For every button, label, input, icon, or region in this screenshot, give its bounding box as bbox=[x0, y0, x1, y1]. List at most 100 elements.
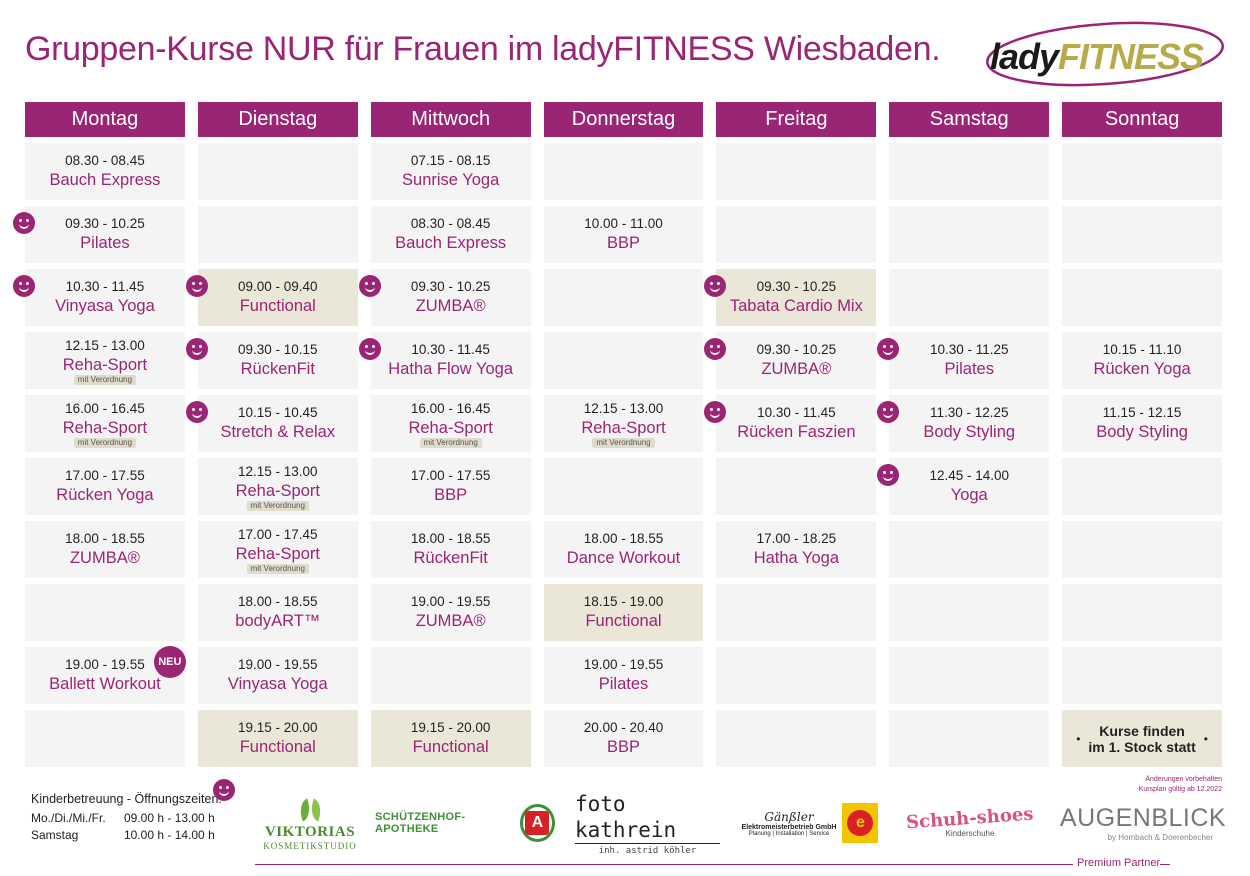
smiley-icon bbox=[704, 275, 727, 297]
course-time: 18.00 - 18.55 bbox=[65, 531, 145, 546]
course-slot: 19.00 - 19.55 Ballett Workout NEU bbox=[25, 646, 186, 704]
course-name: Rücken Yoga bbox=[56, 486, 154, 504]
course-time: 12.15 - 13.00 bbox=[583, 400, 664, 416]
partner-divider bbox=[255, 864, 1170, 865]
day-header: Samstag bbox=[889, 102, 1050, 137]
sponsor-apotheke: SCHÜTZENHOF-APOTHEKE A bbox=[375, 790, 555, 856]
course-time: 12.45 - 14.00 bbox=[929, 468, 1010, 483]
course-note: mit Verordnung bbox=[246, 500, 309, 511]
course-name: Reha-Sport bbox=[235, 481, 320, 500]
sponsor-foto-kathrein: foto kathrein inh. astrid köhler bbox=[575, 790, 720, 856]
schedule-row: 18.00 - 18.55 bodyART™ 19.00 - 19.55 ZUMBA®… bbox=[25, 584, 1223, 641]
course-time: 12.15 - 13.00 bbox=[238, 463, 318, 479]
course-name: Stretch & Relax bbox=[220, 423, 336, 441]
empty-slot bbox=[197, 143, 358, 200]
logo-wordmark: ladyFITNESS bbox=[990, 36, 1204, 78]
sponsor-subtitle: by Hombach & Doerenbecher bbox=[1107, 833, 1213, 842]
course-time: 19.00 - 19.55 bbox=[65, 657, 145, 672]
schedule-row: 18.00 - 18.55 ZUMBA® 17.00 - 17.45 Reha-Spo… bbox=[25, 521, 1223, 578]
empty-slot bbox=[25, 710, 185, 767]
apotheke-a-icon: A bbox=[519, 804, 555, 842]
course-slot: 12.15 - 13.00 Reha-Sport mit Verordnung bbox=[25, 332, 185, 389]
smiley-icon bbox=[13, 212, 35, 234]
course-slot: 09.30 - 10.25 ZUMBA® bbox=[358, 269, 531, 326]
sponsor-name: SCHÜTZENHOF-APOTHEKE bbox=[375, 811, 466, 835]
smiley-icon bbox=[13, 275, 35, 297]
empty-slot bbox=[889, 710, 1050, 767]
day-header: Sonntag bbox=[1062, 102, 1223, 137]
course-time: 10.30 - 11.25 bbox=[929, 342, 1009, 357]
sponsor-logos: VIKTORIAS KOSMETIKSTUDIO SCHÜTZENHOF-APO… bbox=[255, 790, 1225, 856]
course-name: Pilates bbox=[944, 360, 994, 378]
course-slot: 19.00 - 19.55 Pilates bbox=[543, 647, 704, 704]
schedule-row: 17.00 - 17.55 Rücken Yoga 12.15 - 13.00 Reh… bbox=[25, 458, 1223, 515]
course-name: Reha-Sport bbox=[408, 418, 493, 437]
kb-hours: 10.00 h - 14.00 h bbox=[124, 828, 215, 842]
course-time: 18.00 - 18.55 bbox=[583, 531, 664, 546]
smiley-icon bbox=[877, 338, 900, 360]
course-name: Vinyasa Yoga bbox=[227, 675, 328, 693]
schedule-row: 19.15 - 20.00 Functional 19.15 - 20.00 Func… bbox=[25, 710, 1223, 767]
course-time: 10.15 - 11.10 bbox=[1102, 342, 1182, 357]
day-header-row: Montag Dienstag Mittwoch Donnerstag Freitag S… bbox=[25, 102, 1223, 137]
smiley-icon bbox=[704, 338, 727, 360]
course-name: Sunrise Yoga bbox=[402, 171, 500, 189]
course-slot: 10.30 - 11.45 Rücken Faszien bbox=[704, 395, 877, 452]
course-name: Yoga bbox=[950, 486, 988, 504]
course-slot: 09.00 - 09.40 Functional bbox=[185, 269, 358, 326]
course-time: 10.00 - 11.00 bbox=[584, 216, 663, 231]
empty-slot bbox=[1062, 269, 1223, 326]
course-time: 10.15 - 10.45 bbox=[238, 405, 318, 420]
empty-slot bbox=[370, 647, 531, 704]
empty-slot bbox=[543, 332, 704, 389]
change-notice: Änderungen vorbehalten Kursplan gültig a… bbox=[1139, 775, 1222, 795]
notice-line-1: Änderungen vorbehalten bbox=[1145, 776, 1222, 783]
empty-slot bbox=[543, 143, 704, 200]
course-name: BBP bbox=[434, 486, 468, 504]
course-time: 11.30 - 12.25 bbox=[929, 405, 1009, 420]
course-time: 09.30 - 10.15 bbox=[238, 342, 318, 357]
course-slot: 08.30 - 08.45 Bauch Express bbox=[370, 206, 531, 263]
empty-slot bbox=[25, 584, 185, 641]
course-time: 17.00 - 17.55 bbox=[410, 468, 491, 483]
course-name: Ballett Workout bbox=[49, 675, 161, 693]
smiley-icon bbox=[358, 338, 381, 360]
course-slot: 12.45 - 14.00 Yoga bbox=[877, 458, 1050, 515]
course-name: Tabata Cardio Mix bbox=[729, 297, 863, 315]
course-slot: 18.00 - 18.55 ZUMBA® bbox=[25, 521, 185, 578]
course-slot: 19.15 - 20.00 Functional bbox=[370, 710, 531, 767]
kb-days: Mo./Di./Mi./Fr. bbox=[31, 811, 106, 825]
kinderbetreuung-line: Mo./Di./Mi./Fr. 09.00 h - 13.00 h bbox=[31, 811, 222, 825]
schedule-row: 09.30 - 10.25 Pilates 08.30 - 08.45 Bauch E… bbox=[13, 206, 1223, 263]
empty-slot bbox=[1062, 206, 1223, 263]
course-slot: 19.00 - 19.55 Vinyasa Yoga bbox=[197, 647, 358, 704]
kinderbetreuung-line: Samstag 10.00 h - 14.00 h bbox=[31, 828, 222, 842]
course-name: Dance Workout bbox=[566, 549, 681, 567]
sponsor-subtitle: inh. astrid köhler bbox=[598, 845, 697, 856]
sponsor-name: Schuh-shoes bbox=[905, 803, 1035, 834]
course-name: Reha-Sport bbox=[235, 544, 320, 563]
smiley-icon bbox=[185, 275, 208, 297]
empty-slot bbox=[889, 269, 1050, 326]
sponsor-gaensler: Gänßler Elektromeisterbetrieb GmbH Planu… bbox=[740, 790, 880, 856]
new-badge: NEU bbox=[153, 646, 186, 678]
kinderbetreuung-info: Kinderbetreuung - Öffnungszeiten: Mo./Di… bbox=[31, 779, 235, 842]
bullet-icon: • bbox=[1076, 731, 1081, 746]
course-time: 17.00 - 17.45 bbox=[238, 526, 318, 542]
course-slot: 18.00 - 18.55 Dance Workout bbox=[543, 521, 704, 578]
empty-slot bbox=[1062, 521, 1223, 578]
empty-slot bbox=[889, 206, 1050, 263]
course-name: Functional bbox=[412, 738, 489, 756]
course-name: bodyART™ bbox=[235, 612, 321, 630]
course-time: 08.30 - 08.45 bbox=[410, 216, 491, 231]
sponsor-schuh-shoes: Schuh-shoes Kinderschuhe bbox=[905, 790, 1035, 856]
course-time: 10.30 - 11.45 bbox=[757, 405, 836, 420]
smiley-icon bbox=[185, 401, 208, 423]
course-name: ZUMBA® bbox=[69, 549, 140, 567]
empty-slot bbox=[889, 647, 1050, 704]
logo-fitness-text: FITNESS bbox=[1058, 36, 1204, 77]
sponsor-subtitle: Kinderschuhe bbox=[945, 829, 995, 838]
kinderbetreuung-title: Kinderbetreuung - Öffnungszeiten: bbox=[31, 792, 222, 806]
day-header: Mittwoch bbox=[370, 102, 531, 137]
course-time: 18.00 - 18.55 bbox=[238, 594, 318, 609]
